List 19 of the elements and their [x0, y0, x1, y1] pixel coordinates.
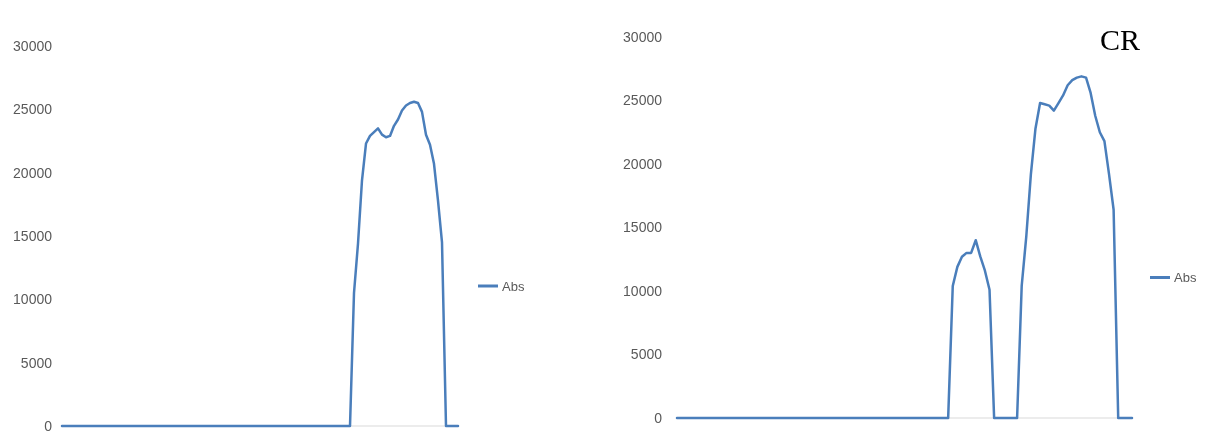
y-tick-label: 30000 [13, 37, 53, 54]
y-tick-label: 15000 [13, 227, 53, 244]
y-tick-label: 20000 [13, 164, 53, 181]
y-tick-label: 0 [44, 417, 53, 434]
y-tick-label: 5000 [20, 354, 53, 371]
y-tick-label: 15000 [623, 219, 663, 236]
line-series [60, 100, 460, 428]
y-tick-label: 10000 [13, 291, 53, 308]
y-tick-label: 30000 [623, 28, 663, 45]
line-series [675, 75, 1134, 420]
legend-label: Abs [502, 278, 525, 294]
y-tick-label: 10000 [623, 282, 663, 299]
y-tick-label: 20000 [623, 155, 663, 172]
y-tick-label: 0 [654, 409, 663, 426]
chart-title: CR [1099, 23, 1140, 56]
y-tick-label: 25000 [623, 92, 663, 109]
y-tick-label: 25000 [13, 101, 53, 118]
legend-label: Abs [1174, 270, 1197, 286]
y-tick-label: 5000 [630, 346, 663, 363]
